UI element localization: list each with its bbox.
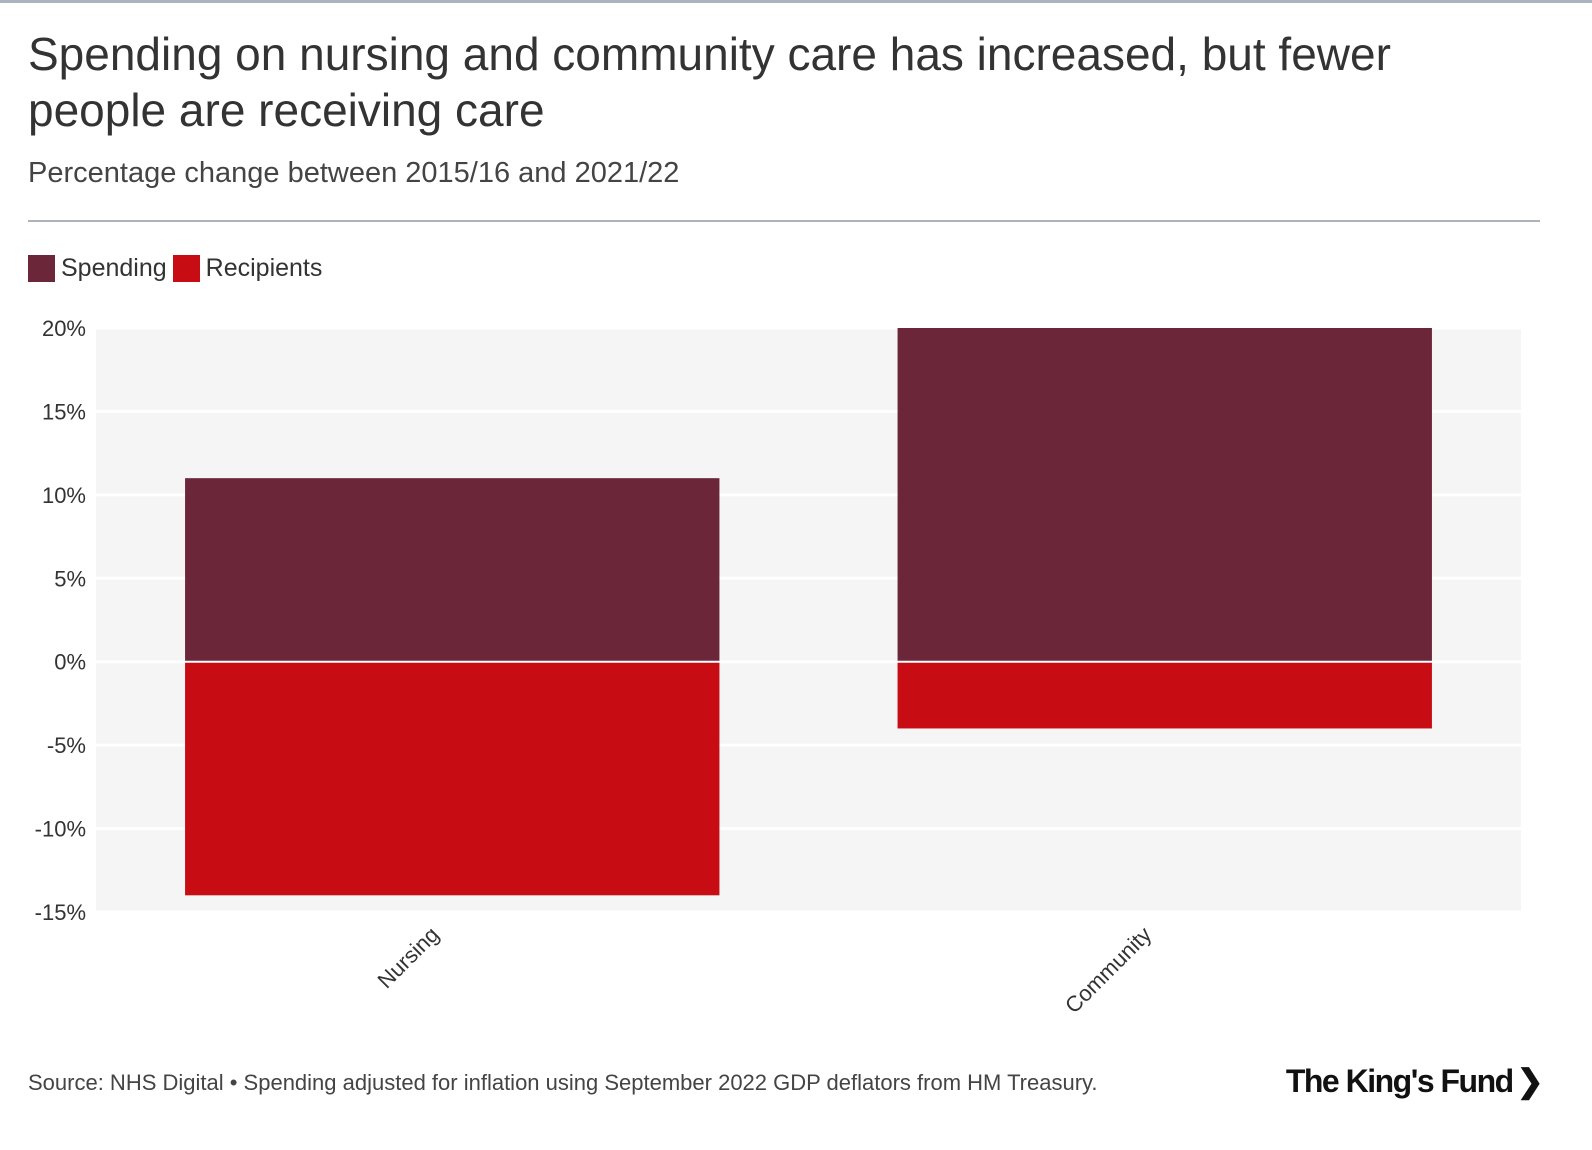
y-tick-label: 5% — [54, 566, 86, 591]
y-tick-label: 0% — [54, 650, 86, 675]
y-tick-label: -15% — [35, 900, 86, 925]
y-tick-label: 20% — [42, 316, 86, 341]
bar-recipients-community — [897, 661, 1432, 729]
y-tick-label: 10% — [42, 483, 86, 508]
chevron-right-icon: ❯ — [1516, 1063, 1544, 1099]
header-divider — [28, 220, 1540, 222]
logo-text: The King's Fund — [1285, 1063, 1514, 1099]
kings-fund-logo: The King's Fund ❯ — [1285, 1062, 1544, 1100]
legend-label-recipients: Recipients — [205, 254, 323, 282]
legend-swatch-recipients — [172, 255, 200, 282]
y-tick-label: -10% — [35, 817, 86, 842]
x-category-label: Nursing — [373, 922, 444, 993]
legend: Spending Recipients — [28, 254, 328, 283]
chart-title: Spending on nursing and community care h… — [28, 28, 1391, 136]
y-tick-label: 15% — [42, 399, 86, 424]
legend-item-recipients: Recipients — [172, 254, 323, 283]
bar-spending-community — [897, 328, 1432, 662]
legend-label-spending: Spending — [61, 254, 167, 282]
x-category-label: Community — [1060, 922, 1156, 1018]
chart-svg: 20% 15% 10% 5% 0% -5% -10% -15% Nursing Community — [35, 316, 1521, 1018]
bar-spending-nursing — [185, 478, 720, 662]
chart-subtitle: Percentage change between 2015/16 and 20… — [28, 157, 680, 189]
source-note: Source: NHS Digital • Spending adjusted … — [28, 1070, 1098, 1095]
legend-item-spending: Spending — [28, 254, 167, 283]
top-rule — [0, 0, 1592, 3]
y-tick-label: -5% — [47, 733, 86, 758]
legend-swatch-spending — [28, 255, 55, 282]
bar-recipients-nursing — [185, 661, 720, 896]
